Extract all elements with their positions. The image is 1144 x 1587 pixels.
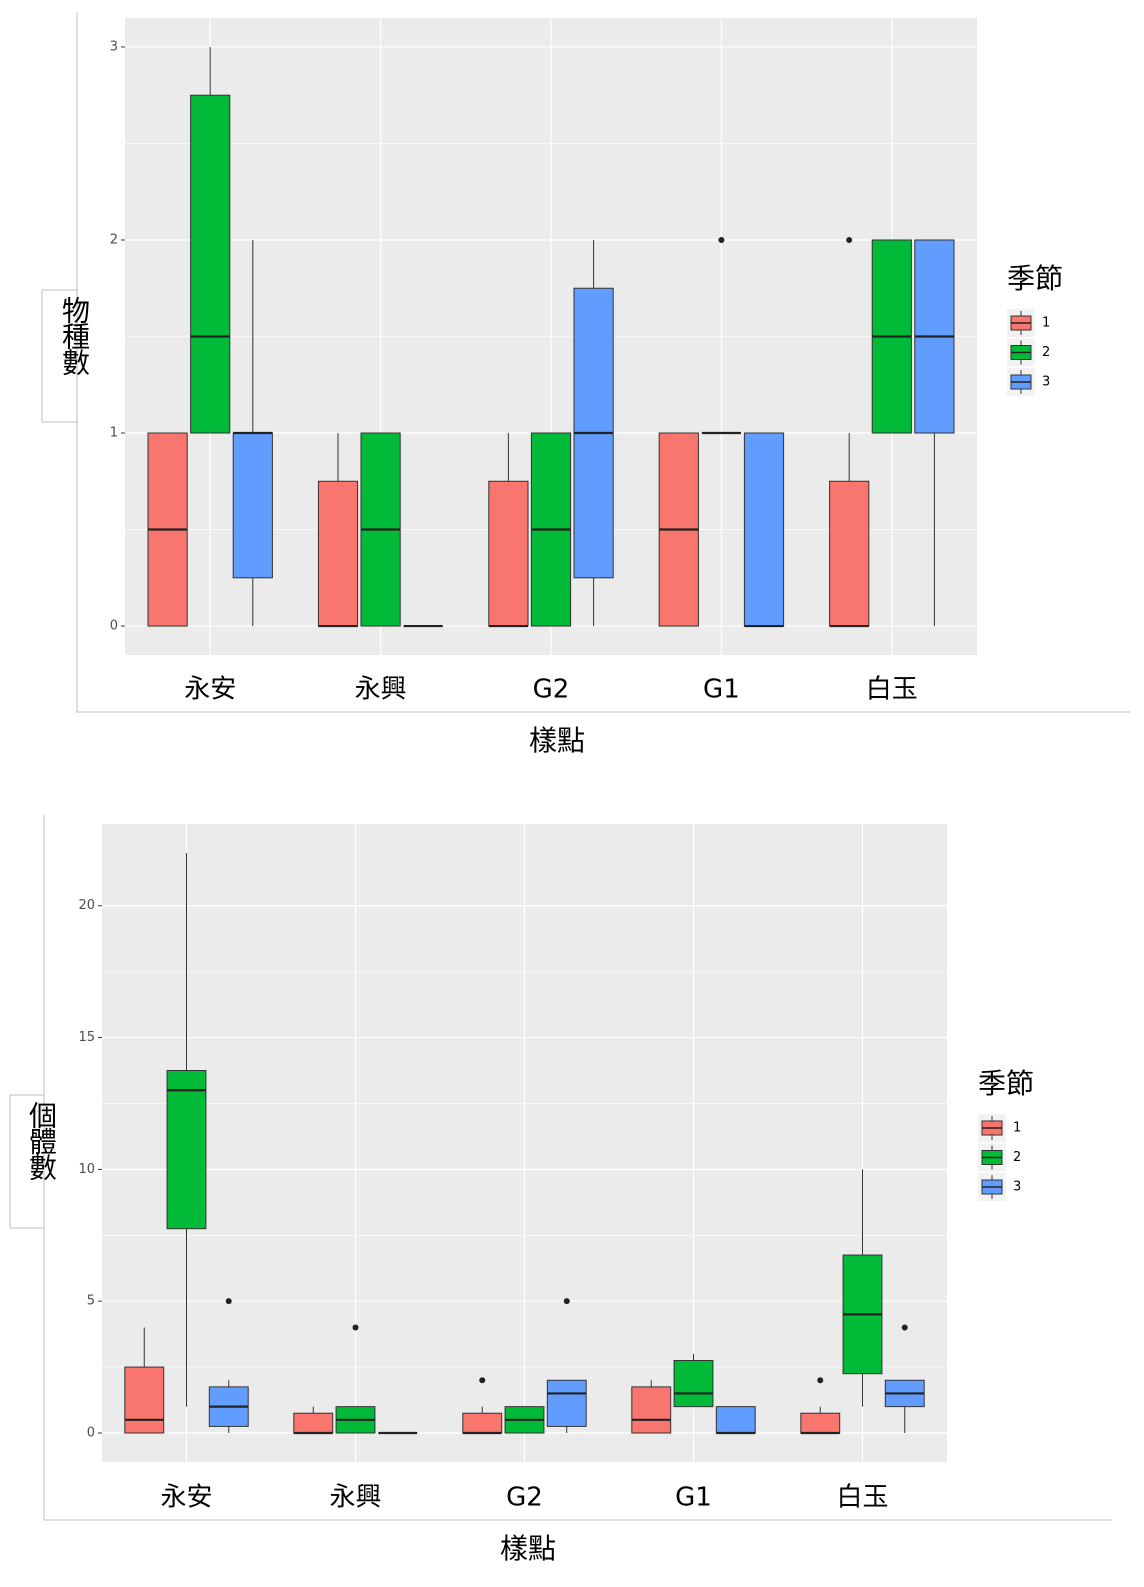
frame-lines — [9, 12, 1130, 1521]
y-axis-label: 物種數 — [58, 296, 91, 376]
frame-line — [41, 289, 78, 423]
outlier — [901, 1324, 908, 1331]
outlier — [352, 1324, 359, 1331]
x-axis-label: 樣點 — [529, 724, 585, 757]
outlier — [718, 236, 725, 243]
outlier — [817, 1377, 824, 1384]
y-tick-label: 1 — [110, 426, 118, 441]
y-tick-label: 5 — [87, 1294, 95, 1309]
y-tick-label: 10 — [78, 1162, 95, 1177]
box — [673, 1360, 714, 1408]
box — [190, 94, 231, 434]
box — [546, 1379, 587, 1427]
box — [829, 480, 870, 627]
box — [293, 1412, 334, 1434]
legend-title: 季節 — [1007, 262, 1063, 295]
legend-label: 1 — [1042, 316, 1050, 331]
y-axis-label: 個體數 — [25, 1101, 58, 1181]
x-tick-label: G2 — [506, 1483, 543, 1513]
y-tick-label: 2 — [110, 232, 118, 247]
legend-label: 2 — [1042, 345, 1050, 360]
box — [166, 1070, 207, 1230]
x-tick-label: 白玉 — [866, 675, 918, 705]
outlier — [225, 1298, 232, 1305]
x-tick-label: G1 — [703, 675, 740, 705]
frame-line — [43, 815, 1112, 1521]
frame-line — [76, 12, 1130, 713]
x-tick-label: 永安 — [184, 675, 236, 705]
legend-label: 1 — [1013, 1121, 1021, 1136]
outlier — [479, 1377, 486, 1384]
x-tick-label: 永興 — [329, 1483, 381, 1513]
box — [124, 1366, 165, 1434]
box — [715, 1406, 756, 1434]
y-tick-label: 15 — [78, 1030, 95, 1045]
legend-label: 3 — [1042, 375, 1050, 390]
legend-label: 3 — [1013, 1180, 1021, 1195]
box — [743, 432, 785, 627]
box — [800, 1412, 841, 1434]
y-tick-label: 0 — [87, 1426, 95, 1441]
box — [232, 432, 273, 579]
box — [631, 1386, 672, 1434]
x-tick-label: 永安 — [160, 1483, 212, 1513]
outlier — [846, 236, 853, 243]
y-tick-label: 3 — [110, 39, 118, 54]
y-tick-label: 0 — [110, 619, 118, 634]
box — [488, 480, 529, 627]
x-tick-label: 永興 — [355, 675, 407, 705]
legend-label: 2 — [1013, 1150, 1021, 1165]
x-tick-label: G1 — [675, 1483, 712, 1513]
box — [317, 480, 359, 627]
box — [462, 1412, 503, 1434]
x-axis-label: 樣點 — [500, 1532, 556, 1565]
frame-line — [9, 1094, 44, 1229]
x-tick-label: 白玉 — [836, 1483, 888, 1513]
y-tick-label: 20 — [78, 898, 95, 913]
legend-title: 季節 — [978, 1067, 1034, 1100]
outlier — [563, 1298, 570, 1305]
x-tick-label: G2 — [533, 675, 570, 705]
